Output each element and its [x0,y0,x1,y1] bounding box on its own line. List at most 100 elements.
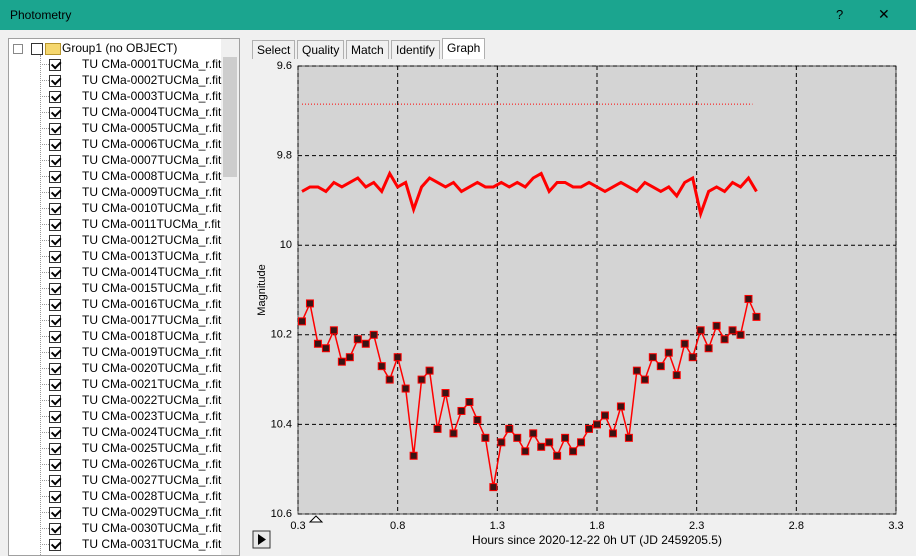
file-item[interactable]: TU CMa-0028TUCMa_r.fit [82,489,222,503]
data-point [593,420,601,429]
data-point [449,429,458,438]
checkbox[interactable] [49,250,62,263]
checkbox[interactable] [49,58,62,71]
checkbox[interactable] [49,426,62,439]
checkbox[interactable] [49,170,62,183]
file-item[interactable]: TU CMa-0013TUCMa_r.fit [82,249,222,263]
file-item[interactable]: TU CMa-0005TUCMa_r.fit [82,121,222,135]
tree-line [40,384,49,385]
file-item[interactable]: TU CMa-0022TUCMa_r.fit [82,393,222,407]
data-point [672,371,681,380]
data-point [688,353,697,362]
file-item[interactable]: TU CMa-0026TUCMa_r.fit [82,457,222,471]
checkbox[interactable] [49,346,62,359]
file-item[interactable]: TU CMa-0029TUCMa_r.fit [82,505,222,519]
file-item[interactable]: TU CMa-0020TUCMa_r.fit [82,361,222,375]
checkbox[interactable] [49,282,62,295]
checkbox[interactable] [31,43,43,55]
data-point [712,321,721,330]
checkbox[interactable] [49,106,62,119]
file-item[interactable]: TU CMa-0014TUCMa_r.fit [82,265,222,279]
help-button[interactable]: ? [836,7,844,22]
tree-line [40,304,49,305]
file-item[interactable]: TU CMa-0010TUCMa_r.fit [82,201,222,215]
file-item[interactable]: TU CMa-0024TUCMa_r.fit [82,425,222,439]
data-point [640,375,649,384]
file-item[interactable]: TU CMa-0017TUCMa_r.fit [82,313,222,327]
tab[interactable]: Select [252,40,296,59]
checkbox[interactable] [49,202,62,215]
checkbox[interactable] [49,122,62,135]
x-tick-label: 2.8 [789,520,804,532]
file-item[interactable]: TU CMa-0021TUCMa_r.fit [82,377,222,391]
slider-handle[interactable] [308,515,324,523]
checkbox[interactable] [49,474,62,487]
tree-line [40,192,49,193]
checkbox[interactable] [49,266,62,279]
tree-line [40,480,49,481]
file-item[interactable]: TU CMa-0018TUCMa_r.fit [82,329,222,343]
checkbox[interactable] [49,442,62,455]
tree-line [40,96,49,97]
checkbox[interactable] [49,538,62,551]
tree-line [40,256,49,257]
data-point [433,424,442,433]
file-item[interactable]: TU CMa-0001TUCMa_r.fit [82,57,222,71]
tree-line [40,144,49,145]
file-item[interactable]: TU CMa-0012TUCMa_r.fit [82,233,222,247]
x-tick-label: 0.3 [290,520,305,532]
file-item[interactable]: TU CMa-0030TUCMa_r.fit [82,521,222,535]
checkbox[interactable] [49,394,62,407]
checkbox[interactable] [49,138,62,151]
checkbox[interactable] [49,186,62,199]
checkbox[interactable] [49,378,62,391]
data-point [345,353,354,362]
data-point [537,442,546,451]
checkbox[interactable] [49,154,62,167]
file-item[interactable]: TU CMa-0015TUCMa_r.fit [82,281,222,295]
checkbox[interactable] [49,74,62,87]
file-item[interactable]: TU CMa-0008TUCMa_r.fit [82,169,222,183]
data-point [417,375,426,384]
expander[interactable] [13,44,23,54]
checkbox[interactable] [49,90,62,103]
file-item[interactable]: TU CMa-0009TUCMa_r.fit [82,185,222,199]
file-item[interactable]: TU CMa-0023TUCMa_r.fit [82,409,222,423]
file-item[interactable]: TU CMa-0025TUCMa_r.fit [82,441,222,455]
file-item[interactable]: TU CMa-0016TUCMa_r.fit [82,297,222,311]
file-item[interactable]: TU CMa-0003TUCMa_r.fit [82,89,222,103]
file-item[interactable]: TU CMa-0002TUCMa_r.fit [82,73,222,87]
checkbox[interactable] [49,234,62,247]
checkbox[interactable] [49,298,62,311]
tree-line [40,336,49,337]
checkbox[interactable] [49,314,62,327]
tab[interactable]: Graph [442,38,486,59]
checkbox[interactable] [49,522,62,535]
file-item[interactable]: TU CMa-0006TUCMa_r.fit [82,137,222,151]
checkbox[interactable] [49,330,62,343]
file-item[interactable]: TU CMa-0019TUCMa_r.fit [82,345,222,359]
data-point [648,353,657,362]
checkbox[interactable] [49,490,62,503]
scroll-thumb[interactable] [223,57,237,177]
tab[interactable]: Quality [297,40,345,59]
file-item[interactable]: TU CMa-0004TUCMa_r.fit [82,105,222,119]
close-button[interactable]: ✕ [878,6,890,22]
checkbox[interactable] [49,458,62,471]
file-item[interactable]: TU CMa-0007TUCMa_r.fit [82,153,222,167]
checkbox[interactable] [49,362,62,375]
scrollbar[interactable] [221,39,239,555]
tab[interactable]: Identify [391,40,440,59]
tab[interactable]: Match [346,40,389,59]
checkbox[interactable] [49,218,62,231]
data-point [680,339,689,348]
file-item[interactable]: TU CMa-0031TUCMa_r.fit [82,537,222,551]
checkbox[interactable] [49,410,62,423]
data-point [744,294,753,303]
checkbox[interactable] [49,506,62,519]
data-point [441,389,450,398]
file-item[interactable]: TU CMa-0027TUCMa_r.fit [82,473,222,487]
file-item[interactable]: TU CMa-0011TUCMa_r.fit [82,217,221,231]
group-label[interactable]: Group1 (no OBJECT) [62,41,178,55]
tree-line [40,448,49,449]
